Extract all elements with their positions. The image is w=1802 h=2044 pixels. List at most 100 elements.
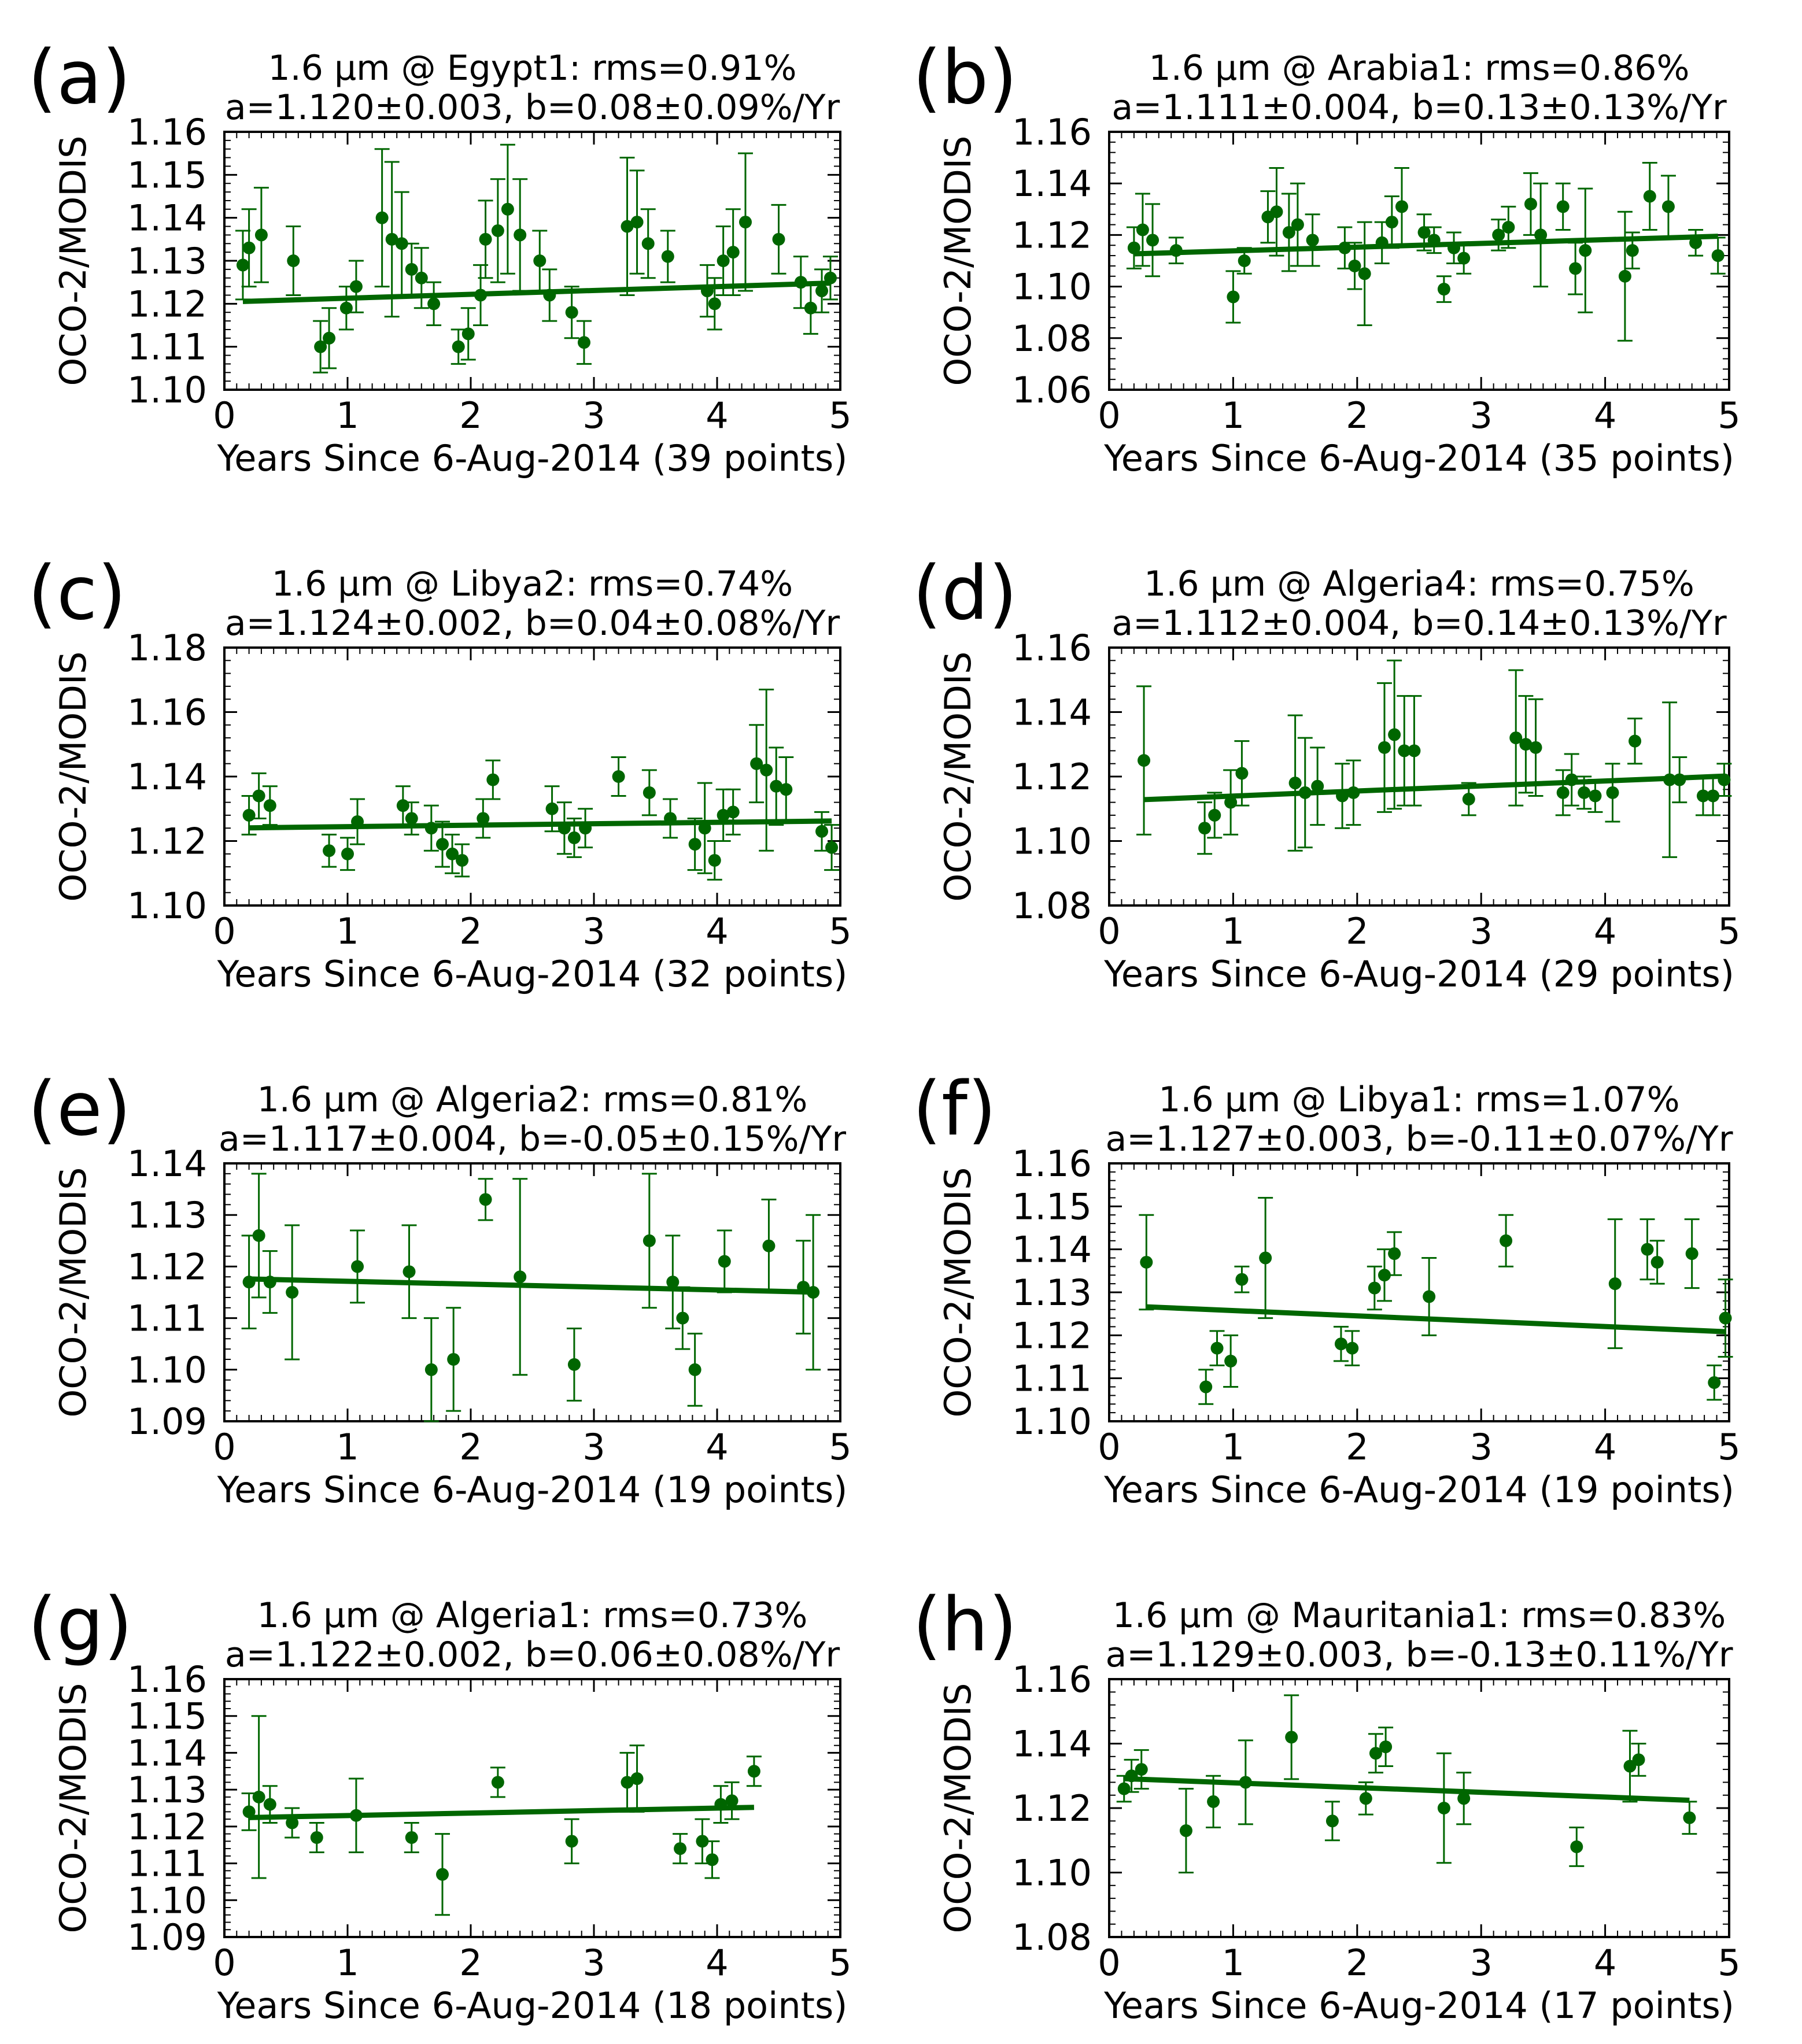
data-point (1519, 738, 1533, 751)
data-point (612, 770, 625, 783)
x-tick-label: 0 (1098, 1426, 1120, 1468)
x-tick-label: 4 (1594, 910, 1616, 952)
data-point (738, 216, 752, 229)
data-point (477, 812, 490, 825)
trend-line (1133, 234, 1718, 257)
data-point (1502, 221, 1515, 234)
panel-label: (g) (28, 1582, 132, 1668)
chart-panel-f: (f) 1.6 µm @ Libya1: rms=1.07%a=1.127±0.0… (913, 1066, 1741, 1511)
data-point (1291, 218, 1304, 231)
data-point (1395, 200, 1408, 213)
data-point (1385, 216, 1398, 229)
data-point (1626, 244, 1639, 257)
data-point (688, 1363, 701, 1376)
data-point (1632, 1753, 1645, 1766)
y-tick-label: 1.12 (127, 283, 207, 325)
y-tick-label: 1.14 (127, 197, 207, 239)
x-tick-label: 1 (336, 1942, 359, 1984)
y-tick-label: 1.06 (1012, 369, 1092, 411)
data-point (1618, 269, 1631, 283)
x-tick-label: 1 (1222, 1426, 1245, 1468)
y-tick-label: 1.10 (1012, 1400, 1092, 1443)
data-point (452, 340, 465, 353)
x-tick-label: 4 (1594, 1426, 1616, 1468)
chart-subtitle: a=1.120±0.003, b=0.08±0.09%/Yr (225, 87, 840, 128)
x-tick-label: 5 (1718, 1426, 1740, 1468)
data-point (456, 853, 469, 867)
trend-line (1124, 1776, 1690, 1803)
data-point (286, 1816, 299, 1829)
data-point (565, 1835, 578, 1848)
data-point (501, 202, 514, 216)
data-point (1534, 228, 1548, 242)
y-tick-label: 1.12 (1012, 1787, 1092, 1829)
trend-line (249, 1276, 814, 1295)
data-point (1685, 1247, 1698, 1261)
data-point (242, 241, 256, 254)
y-tick-label: 1.12 (127, 1806, 207, 1848)
x-tick-label: 4 (706, 394, 728, 437)
data-point (545, 802, 559, 815)
data-point (1358, 267, 1371, 280)
chart-title: 1.6 µm @ Algeria2: rms=0.81% (257, 1080, 808, 1120)
data-point (706, 1853, 719, 1866)
chart-title: 1.6 µm @ Libya2: rms=0.74% (272, 564, 793, 604)
x-tick-label: 4 (706, 1426, 728, 1468)
data-point (1270, 205, 1283, 219)
data-point (310, 1831, 323, 1844)
data-point (1707, 789, 1720, 803)
data-point (323, 844, 336, 857)
x-tick-label: 3 (582, 910, 605, 952)
y-tick-label: 1.12 (1012, 1314, 1092, 1356)
x-axis-label: Years Since 6-Aug-2014 (19 points) (1103, 1469, 1734, 1511)
chart-subtitle: a=1.111±0.004, b=0.13±0.13%/Yr (1112, 87, 1727, 128)
data-point (405, 1831, 418, 1844)
data-point (772, 232, 785, 246)
data-point (1238, 254, 1251, 267)
x-tick-label: 3 (1469, 1942, 1492, 1984)
chart-panel-a: (a) 1.6 µm @ Egypt1: rms=0.91%a=1.120±0.0… (28, 35, 852, 479)
data-point (286, 1286, 299, 1299)
data-point (1708, 1376, 1721, 1389)
y-tick-label: 1.12 (127, 1245, 207, 1288)
chart-panel-c: (c) 1.6 µm @ Libya2: rms=0.74%a=1.124±0.0… (28, 550, 852, 995)
x-tick-label: 1 (1222, 394, 1245, 437)
y-tick-label: 1.16 (127, 692, 207, 734)
y-tick-label: 1.14 (1012, 1229, 1092, 1271)
data-point (621, 1776, 634, 1789)
data-point (375, 211, 389, 224)
x-tick-label: 2 (459, 910, 482, 952)
data-point (1437, 1802, 1450, 1814)
y-axis-label: OCO-2/MODIS (52, 1167, 94, 1417)
data-point (1524, 197, 1537, 210)
data-point (314, 340, 327, 353)
y-tick-label: 1.15 (127, 1695, 207, 1738)
data-point (424, 1363, 438, 1376)
x-tick-label: 4 (706, 910, 728, 952)
x-tick-label: 5 (829, 394, 851, 437)
x-tick-label: 3 (1469, 1426, 1492, 1468)
y-tick-label: 1.15 (1012, 1185, 1092, 1228)
chart-panel-b: (b) 1.6 µm @ Arabia1: rms=0.86%a=1.111±0.… (913, 35, 1741, 479)
y-tick-label: 1.10 (127, 1879, 207, 1921)
y-tick-label: 1.12 (1012, 214, 1092, 256)
data-point (1696, 789, 1709, 803)
data-point (1346, 1341, 1359, 1355)
data-point (696, 1835, 709, 1848)
y-tick-label: 1.18 (127, 627, 207, 669)
data-point (1570, 1840, 1583, 1853)
x-tick-label: 1 (1222, 910, 1245, 952)
data-point (1492, 228, 1505, 242)
data-point (1369, 1747, 1382, 1760)
data-point (760, 763, 773, 777)
chart-title: 1.6 µm @ Mauritania1: rms=0.83% (1113, 1595, 1726, 1636)
data-point (1210, 1341, 1224, 1355)
data-point (642, 786, 656, 799)
data-point (1117, 1782, 1131, 1795)
data-point (349, 280, 363, 293)
panel-label: (b) (913, 35, 1017, 121)
y-axis-label: OCO-2/MODIS (937, 1683, 979, 1933)
data-point (236, 258, 249, 272)
data-point (514, 1270, 527, 1284)
x-tick-label: 1 (1222, 1942, 1245, 1984)
